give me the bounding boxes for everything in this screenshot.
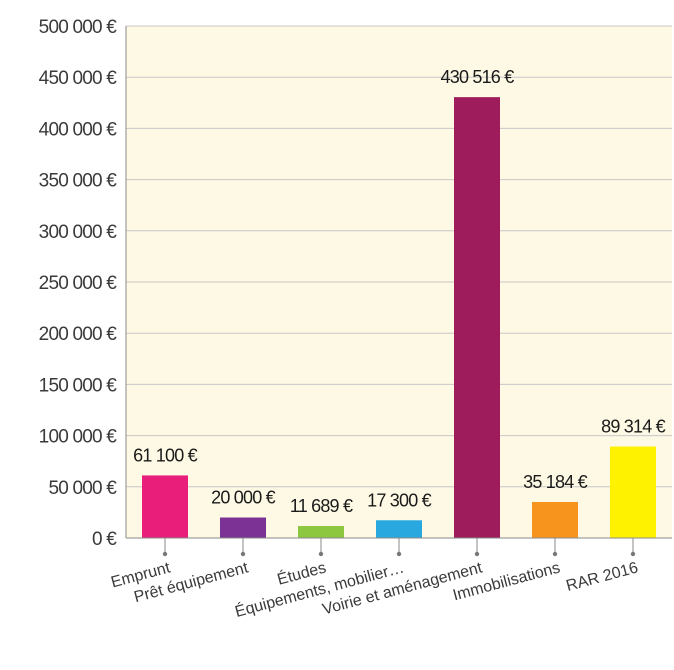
y-tick-label: 200 000 €: [39, 324, 118, 345]
y-tick-label: 350 000 €: [39, 171, 118, 192]
gridlines: [126, 25, 672, 539]
x-tick-dot: [318, 551, 324, 557]
y-tick-label: 250 000 €: [39, 273, 118, 294]
data-label: 20 000 €: [211, 488, 275, 508]
data-label: 430 516 €: [441, 67, 515, 87]
bar: [454, 97, 500, 539]
bars: [142, 97, 656, 539]
bar: [142, 475, 188, 538]
bar: [610, 446, 656, 538]
x-tick-dot: [396, 551, 402, 557]
data-labels: 61 100 € 20 000 € 11 689 € 17 300 € 430 516 …: [133, 67, 666, 516]
y-tick-label: 400 000 €: [39, 119, 118, 140]
x-tick-dot: [552, 551, 558, 557]
x-tick-label: RAR 2016: [564, 559, 640, 595]
bar: [532, 501, 578, 538]
y-tick-label: 100 000 €: [39, 427, 118, 448]
data-label: 11 689 €: [290, 496, 353, 516]
data-label: 17 300 €: [367, 490, 431, 510]
y-tick-label: 450 000 €: [39, 68, 118, 89]
y-tick-label: 0 €: [92, 529, 117, 550]
y-tick-label: 150 000 €: [39, 375, 118, 396]
x-tick-dot: [162, 551, 168, 557]
x-tick-dot: [240, 551, 246, 557]
data-label: 35 184 €: [523, 472, 587, 492]
y-tick-label: 50 000 €: [48, 478, 117, 499]
bar: [376, 520, 422, 538]
bar: [298, 526, 344, 538]
data-label: 61 100 €: [133, 445, 197, 465]
data-label: 89 314 €: [601, 417, 665, 437]
x-tick-dot: [474, 551, 480, 557]
y-axis: 0 € 50 000 € 100 000 € 150 000 € 200 000 € 25…: [39, 17, 127, 550]
y-tick-label: 500 000 €: [39, 17, 118, 38]
bar: [220, 517, 266, 538]
y-tick-label: 300 000 €: [39, 222, 118, 243]
x-tick-dot: [630, 551, 636, 557]
